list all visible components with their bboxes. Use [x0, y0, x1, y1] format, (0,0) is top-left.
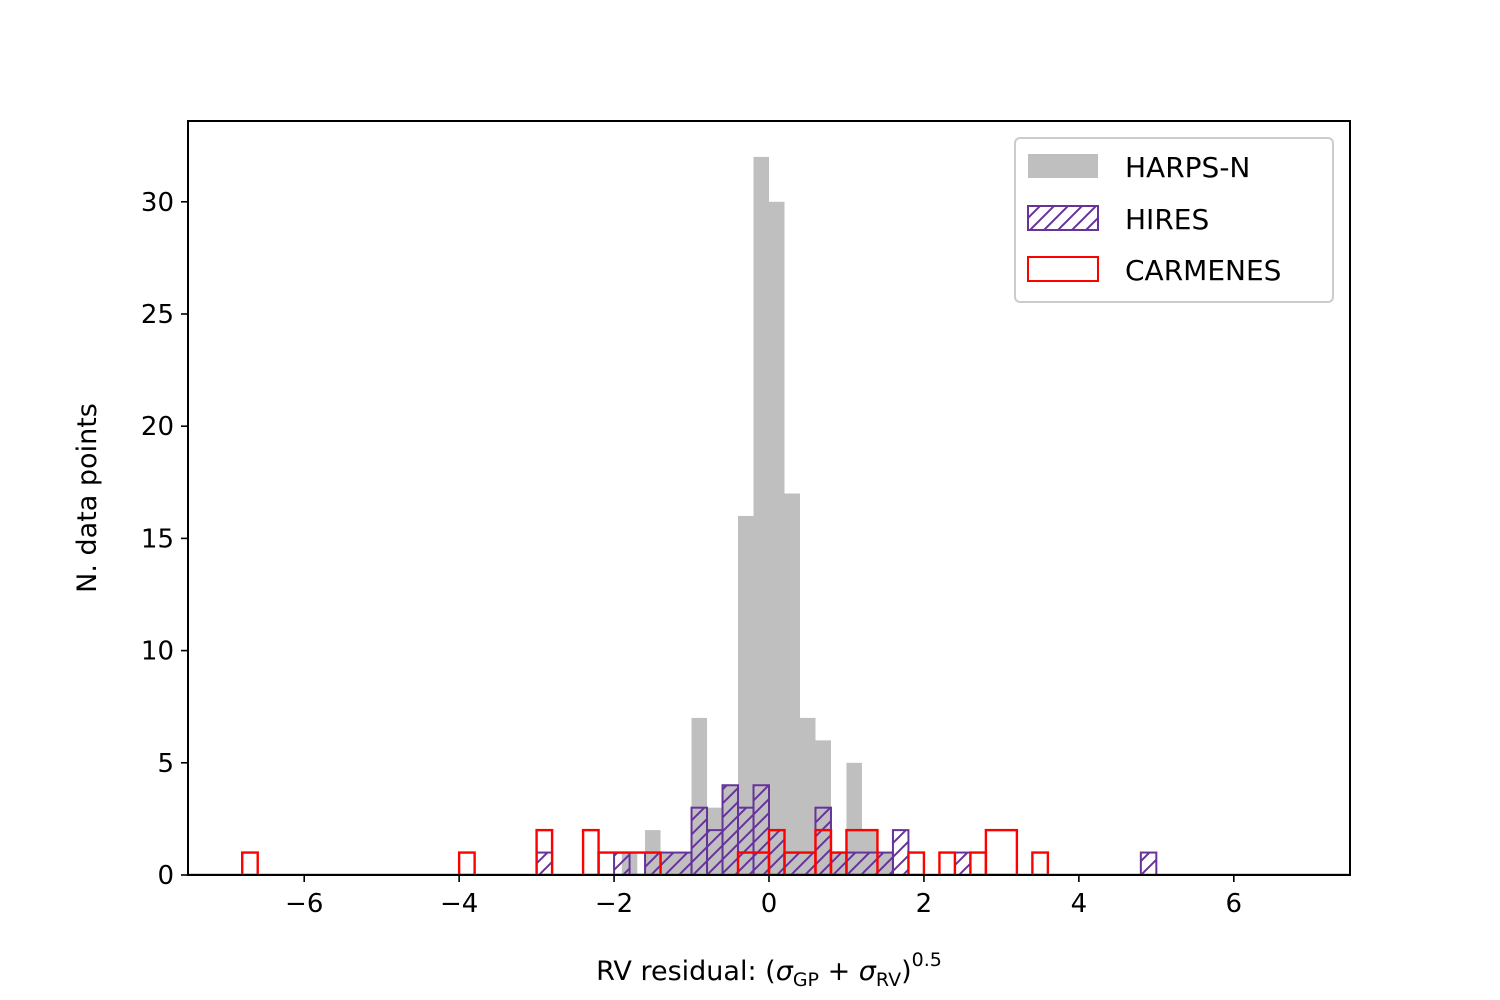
hires-bar-15: [953, 851, 972, 875]
hires-bar-2: [644, 851, 662, 875]
hires-bar-9: [768, 829, 786, 875]
y-tick-label: 30: [141, 188, 174, 218]
hires-bar-10: [783, 851, 817, 875]
x-tick-label: −2: [595, 889, 633, 919]
hires-bar-8: [752, 784, 770, 875]
hires-bar-5: [706, 829, 724, 875]
hires-bar-3: [659, 851, 693, 875]
legend-swatch-hires: [1027, 205, 1099, 231]
x-tick-label: −4: [440, 889, 478, 919]
y-axis-label: N. data points: [72, 403, 103, 593]
y-tick-label: 10: [141, 637, 174, 667]
x-tick-label: 4: [1071, 889, 1088, 919]
legend-frame: [1014, 137, 1334, 303]
x-axis-label: RV residual: (σGP + σRV)0.5: [596, 949, 942, 991]
y-tick-label: 15: [141, 524, 174, 554]
hires-bar-12: [829, 851, 848, 875]
hires-bar-1: [613, 851, 631, 875]
y-tick-label: 20: [141, 412, 174, 442]
hires-bar-7: [737, 806, 755, 875]
harps-n-bar-7: [738, 515, 754, 875]
y-axis-ticks: 0 5 10 15 20 25 30: [141, 188, 188, 891]
y-tick-label: 0: [157, 861, 174, 891]
hires-bar-0: [535, 851, 554, 875]
harps-n-bar-11: [799, 717, 816, 875]
legend-label-harps-n: HARPS-N: [1125, 151, 1250, 184]
plot-area: [188, 156, 1350, 875]
hires-bar-4: [690, 806, 709, 875]
y-tick-label: 5: [157, 749, 174, 779]
hires-bar-11: [814, 806, 832, 875]
legend-swatch-harps-n: [1028, 154, 1098, 178]
x-tick-label: 6: [1226, 889, 1243, 919]
legend: HARPS-N HIRES CARMENES: [1014, 137, 1334, 303]
harps-n-bar-14: [846, 762, 862, 875]
x-tick-label: 0: [761, 889, 778, 919]
legend-label-hires: HIRES: [1125, 203, 1209, 236]
hires-bar-6: [721, 784, 740, 875]
harps-n-bar-10: [784, 493, 800, 875]
y-tick-label: 25: [141, 300, 174, 330]
hires-bar-13: [845, 851, 894, 875]
x-tick-label: −6: [285, 889, 323, 919]
legend-swatch-carmenes: [1027, 256, 1099, 282]
legend-label-carmenes: CARMENES: [1125, 254, 1281, 287]
x-tick-label: 2: [916, 889, 933, 919]
harps-n-bar-8: [753, 156, 769, 875]
hires-bar-14: [891, 829, 910, 875]
hires-bar-16: [1139, 851, 1158, 875]
x-axis-ticks: −6 −4 −2 0 2 4 6: [285, 875, 1242, 919]
harps-n-bar-9: [769, 201, 785, 875]
